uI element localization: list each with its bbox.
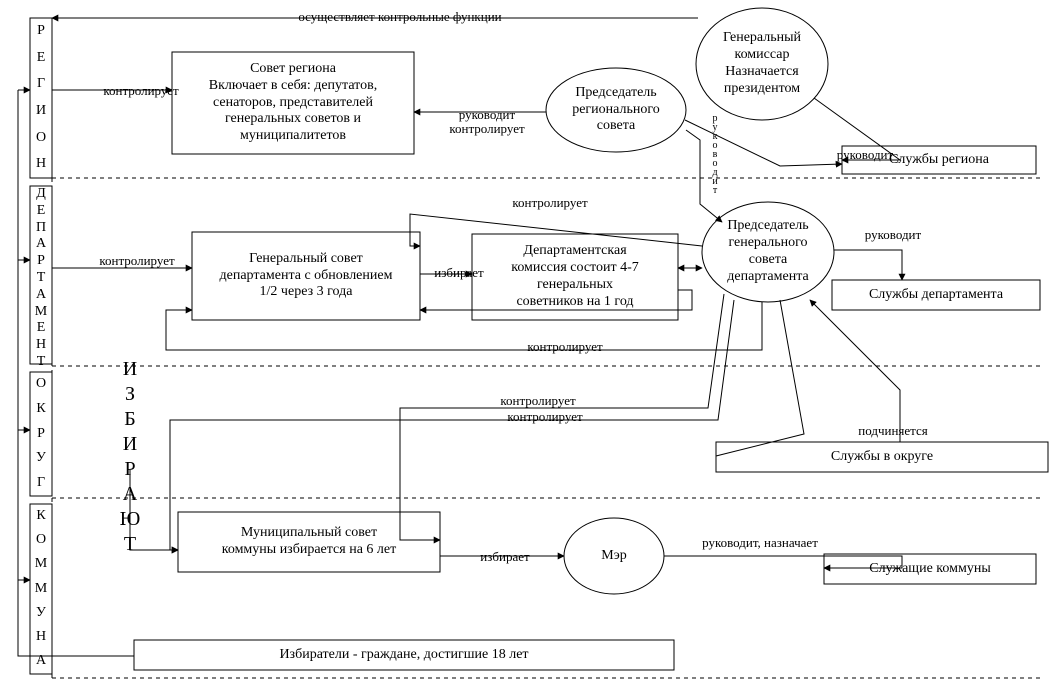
b-muni-sovet: Муниципальный совет коммуны избирается н… — [178, 512, 440, 572]
b-voters: Избиратели - граждане, достигшие 18 лет — [134, 640, 674, 670]
l-izbiraet2: избирает — [470, 550, 540, 568]
l-ruk-kontr: руководит контролирует — [432, 108, 542, 144]
e-mayor: Мэр — [564, 518, 664, 594]
l-ruk2: руководит — [848, 228, 938, 246]
l-kontr4: контролирует — [510, 340, 620, 372]
b-dept-komissia: Департаментская комиссия состоит 4-7 ген… — [472, 234, 678, 320]
l-podch: подчиняется — [848, 424, 938, 442]
lvl-commune: КОММУНА — [30, 504, 52, 674]
l-ruk1: руководит — [820, 148, 910, 166]
l-top: осуществляет контрольные функции — [220, 10, 580, 28]
izbir: ИЗБИРАЮТ — [110, 356, 150, 556]
e-komissar: Генеральный комиссар Назначается президе… — [696, 8, 828, 120]
b-services-commune: Служащие коммуны — [824, 554, 1036, 584]
lvl-dept: ДЕПАРТАМЕНТ — [30, 186, 52, 364]
l-rukovodit-vert: р у к о в о д и т — [708, 114, 722, 204]
e-pred-dept: Председатель генерального совета департа… — [702, 202, 834, 302]
lvl-region: РЕГИОН — [30, 18, 52, 178]
b-services-dept: Службы департамента — [832, 280, 1040, 310]
b-sovet-region: Совет региона Включает в себя: депутатов… — [172, 52, 414, 154]
b-gen-sovet-dept: Генеральный совет департамента с обновле… — [192, 232, 420, 320]
b-services-okrug: Службы в округе — [716, 442, 1048, 472]
l-ruknaz: руководит, назначает — [680, 536, 840, 554]
diagram-stage: РЕГИОН ДЕПАРТАМЕНТ ОКРУГ КОММУНА ИЗБИРАЮТ Сов… — [0, 0, 1056, 690]
l-izbiraet1: избирает — [424, 266, 494, 284]
lvl-okrug: ОКРУГ — [30, 372, 52, 496]
e-pred-region: Председатель регионального совета — [546, 68, 686, 152]
l-kontr1: контролирует — [96, 84, 186, 102]
l-kontr3: контролирует — [92, 254, 182, 288]
l-kontr6: контролирует — [490, 410, 600, 442]
l-kontr2: контролирует — [500, 196, 600, 214]
